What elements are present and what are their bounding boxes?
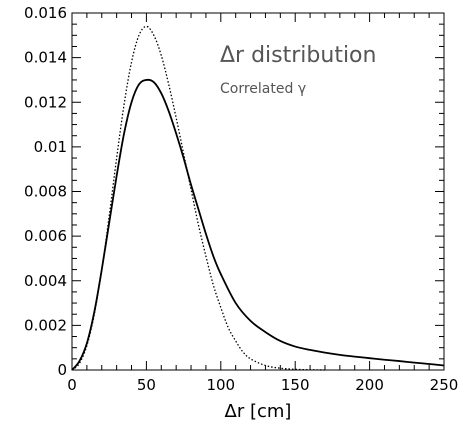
y-tick-label: 0.012	[24, 93, 67, 111]
ticks	[71, 12, 445, 371]
series-dotted-line	[71, 25, 325, 371]
x-tick-label: 200	[355, 376, 384, 394]
y-tick-label: 0.002	[24, 316, 67, 334]
x-tick-label: 0	[67, 376, 77, 394]
x-tick-label: 150	[281, 376, 310, 394]
y-tick-label: 0.016	[24, 4, 67, 22]
x-tick-label: 50	[137, 376, 156, 394]
y-tick-label: 0.008	[24, 183, 67, 201]
x-tick-label: 250	[430, 376, 459, 394]
y-tick-label: 0.006	[24, 227, 67, 245]
series-solid-line	[71, 78, 445, 371]
series-layer	[71, 25, 445, 371]
y-tick-label: 0	[57, 361, 67, 379]
x-tick-label: 100	[206, 376, 235, 394]
y-tick-label: 0.004	[24, 272, 67, 290]
y-tick-label: 0.014	[24, 49, 67, 67]
x-axis-title: Δr [cm]	[225, 401, 292, 422]
annotation-title: Δr distribution	[220, 43, 376, 68]
tick-labels: 0 50 100 150 200 250 0 0.002 0.004 0.006 0.008 0.01…	[24, 4, 458, 394]
y-tick-label: 0.01	[34, 138, 67, 156]
annotation-subtitle: Correlated γ	[220, 81, 306, 97]
